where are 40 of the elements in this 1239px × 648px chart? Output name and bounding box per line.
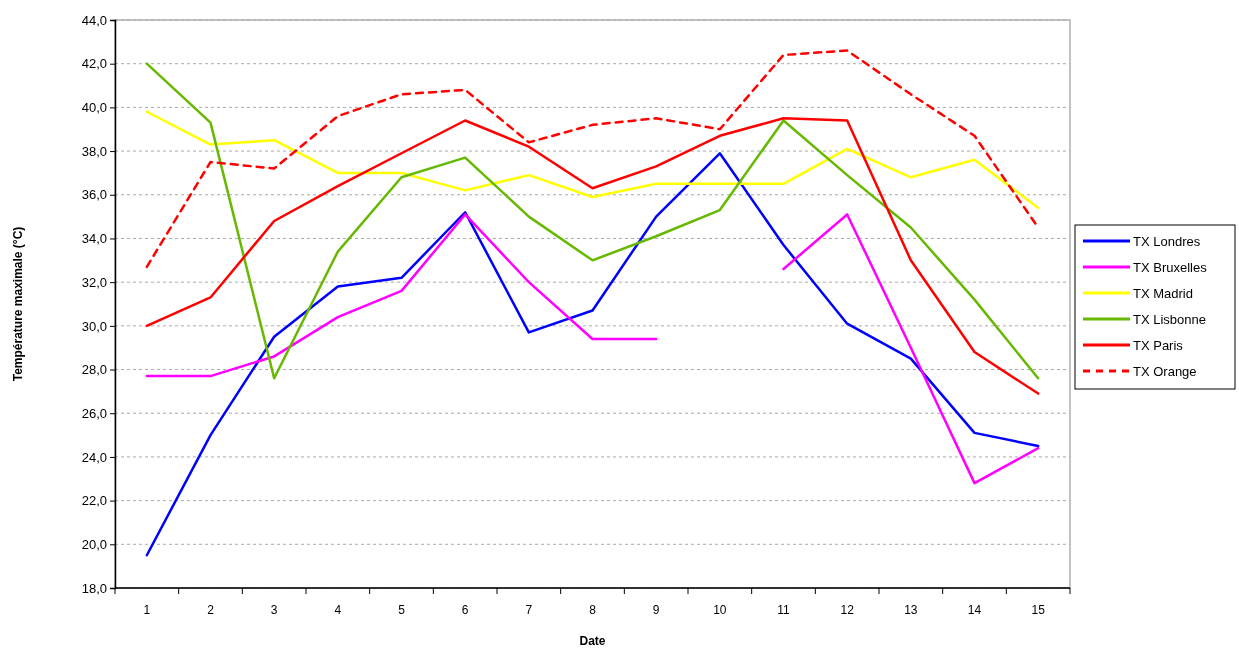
x-tick-label: 15 xyxy=(1031,603,1046,617)
legend-label: TX Bruxelles xyxy=(1133,260,1208,275)
y-tick-label: 34,0 xyxy=(81,231,107,247)
line-series xyxy=(145,152,1040,557)
legend-label: TX Orange xyxy=(1133,364,1197,379)
y-tick-label: 44,0 xyxy=(81,12,107,28)
x-tick-label: 2 xyxy=(207,603,215,617)
y-tick-label: 38,0 xyxy=(81,143,107,159)
y-tick-label: 22,0 xyxy=(81,493,107,509)
x-tick-label: 5 xyxy=(398,603,406,617)
x-tick-label: 1 xyxy=(143,603,151,617)
y-axis-title: Température maximale (°C) xyxy=(11,226,25,382)
legend-label: TX Madrid xyxy=(1133,286,1193,301)
x-tick-label: 4 xyxy=(334,603,342,617)
y-tick-label: 26,0 xyxy=(81,405,107,421)
y-tick-label: 42,0 xyxy=(81,56,107,72)
y-tick-label: 18,0 xyxy=(81,580,107,596)
x-tick-label: 10 xyxy=(713,603,727,617)
x-tick-label: 6 xyxy=(461,603,469,617)
x-axis-title: Date xyxy=(579,634,606,648)
x-tick-label: 3 xyxy=(270,603,278,617)
legend-label: TX Lisbonne xyxy=(1133,312,1206,327)
line-series xyxy=(145,110,1040,210)
y-tick-label: 40,0 xyxy=(81,100,107,116)
legend-label: TX Paris xyxy=(1133,338,1184,353)
y-tick-label: 30,0 xyxy=(81,318,107,334)
line-series xyxy=(145,62,1040,380)
x-tick-label: 7 xyxy=(525,603,533,617)
legend-label: TX Londres xyxy=(1133,234,1201,249)
x-tick-label: 8 xyxy=(589,603,597,617)
y-tick-label: 32,0 xyxy=(81,274,107,290)
y-tick-label: 20,0 xyxy=(81,536,107,552)
x-tick-label: 13 xyxy=(904,603,918,617)
x-tick-label: 9 xyxy=(652,603,660,617)
y-tick-label: 28,0 xyxy=(81,362,107,378)
x-tick-label: 12 xyxy=(840,603,855,617)
x-tick-label: 14 xyxy=(967,603,982,617)
y-tick-label: 24,0 xyxy=(81,449,107,465)
y-tick-label: 36,0 xyxy=(81,187,107,203)
x-tick-label: 11 xyxy=(777,603,791,617)
